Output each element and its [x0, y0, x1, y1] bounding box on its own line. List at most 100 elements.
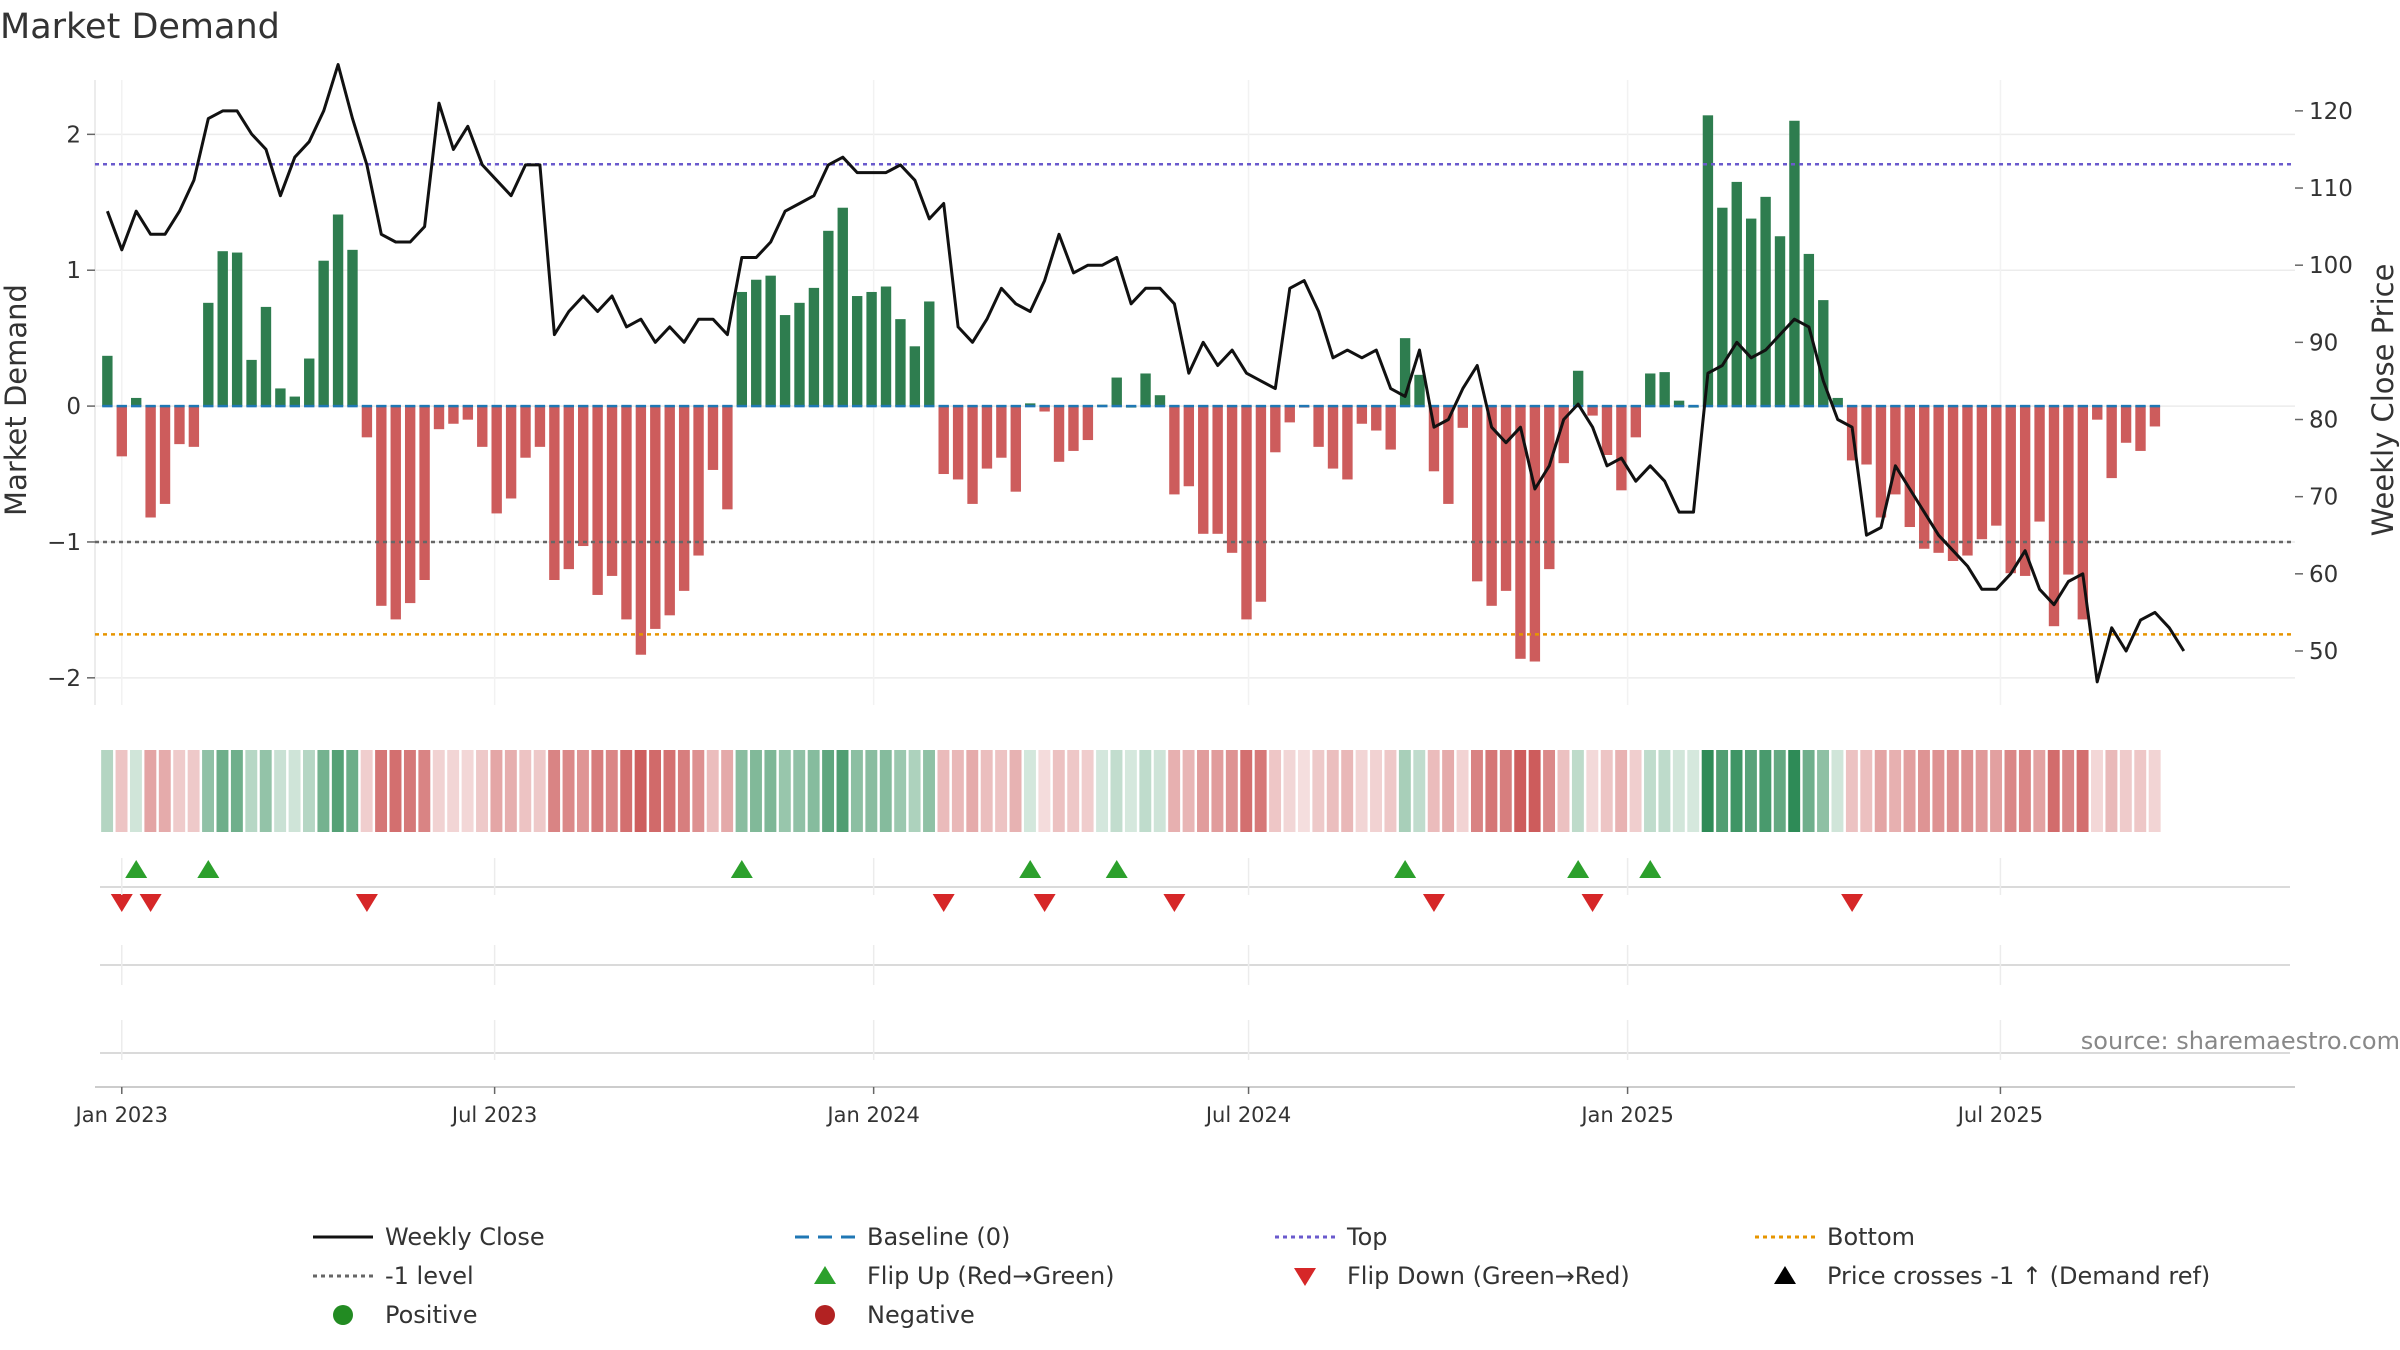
demand-bar	[1587, 406, 1598, 416]
legend-swatch-triangle-up	[814, 1266, 836, 1284]
y-axis-right-label: Weekly Close Price	[2366, 264, 2400, 537]
ribbon-cell	[1139, 750, 1152, 832]
demand-bar	[578, 406, 589, 547]
demand-bar	[751, 279, 762, 407]
demand-bar	[1601, 406, 1613, 455]
demand-bar	[1154, 395, 1166, 407]
demand-bar	[505, 406, 517, 499]
ribbon-cell	[634, 750, 647, 832]
demand-bar	[606, 406, 618, 576]
demand-bar	[1962, 406, 1973, 556]
ribbon-cell	[1096, 750, 1109, 832]
demand-bar	[2135, 406, 2146, 451]
demand-bar	[1356, 406, 1368, 424]
x-tick-label: Jan 2023	[74, 1103, 169, 1127]
demand-bar	[2149, 406, 2161, 427]
x-tick-label: Jan 2024	[825, 1103, 920, 1127]
ribbon-cell	[807, 750, 820, 832]
demand-bar	[1645, 373, 1656, 407]
legend-item: Weekly Close	[313, 1223, 545, 1251]
ribbon-cell	[1961, 750, 1974, 832]
ribbon-cell	[2047, 750, 2060, 832]
legend-swatch-circle	[815, 1305, 835, 1325]
ribbon-cell	[1658, 750, 1671, 832]
demand-bar	[866, 291, 877, 407]
ribbon-cell	[519, 750, 532, 832]
ribbon-cell	[721, 750, 734, 832]
ribbon-cell	[447, 750, 460, 832]
y-axis-left: 2 1 0 −1 −2	[47, 122, 95, 692]
legend-item: Flip Up (Red→Green)	[814, 1262, 1115, 1290]
y-tick-label-right: 90	[2309, 330, 2338, 356]
flip-down-marker	[1163, 894, 1186, 912]
ribbon-cell	[259, 750, 272, 832]
demand-bar	[1731, 181, 1742, 407]
ribbon-cell	[1918, 750, 1930, 832]
legend-item: Flip Down (Green→Red)	[1294, 1262, 1630, 1290]
demand-bar	[808, 287, 820, 407]
demand-bar	[1183, 406, 1195, 487]
ribbon-cell	[1254, 750, 1267, 832]
legend-label: Negative	[867, 1301, 975, 1329]
ribbon-cell	[1442, 750, 1455, 832]
ribbon-cell	[1427, 750, 1440, 832]
demand-bar	[837, 207, 848, 407]
ribbon-cell	[158, 750, 171, 832]
ribbon-cell	[2105, 750, 2118, 832]
ribbon-cell	[1168, 750, 1181, 832]
x-tick-label: Jul 2025	[1956, 1103, 2043, 1127]
demand-bar	[693, 406, 704, 556]
demand-bar	[419, 406, 430, 580]
ribbon-cell	[245, 750, 258, 832]
demand-bar	[2120, 406, 2132, 443]
demand-bar	[895, 319, 906, 407]
demand-bar	[203, 302, 214, 407]
demand-bar	[967, 406, 978, 504]
ribbon-cell	[1485, 750, 1498, 832]
demand-bar	[549, 406, 560, 580]
legend: Weekly Close Baseline (0) Top Bottom -1 leve…	[313, 1223, 2210, 1329]
ribbon-cell	[403, 750, 416, 832]
legend-label: Weekly Close	[385, 1223, 545, 1251]
demand-bar	[477, 406, 488, 447]
ribbon-cell	[1860, 750, 1873, 832]
ribbon-cell	[101, 750, 114, 832]
demand-bar	[1818, 300, 1829, 407]
ribbon-cell	[1874, 750, 1887, 832]
demand-bar	[448, 406, 459, 424]
y-tick-label-left: −2	[47, 666, 81, 692]
ribbon-cell	[216, 750, 229, 832]
demand-bar	[2063, 406, 2074, 575]
demand-bar	[1342, 406, 1353, 480]
y-tick-label-right: 100	[2309, 253, 2353, 279]
demand-bar	[2048, 406, 2060, 627]
y-axis-left-label: Market Demand	[0, 284, 33, 516]
x-tick-label: Jul 2024	[1204, 1103, 1291, 1127]
ribbon-cell	[1269, 750, 1282, 832]
demand-bar	[304, 358, 315, 407]
demand-bar	[563, 406, 574, 570]
ribbon-cell	[1413, 750, 1426, 832]
ribbon-cell	[1225, 750, 1238, 832]
ribbon-cell	[1197, 750, 1209, 832]
demand-bar	[1385, 406, 1396, 450]
demand-bar	[1284, 406, 1295, 423]
ribbon-cell	[1110, 750, 1123, 832]
demand-bar	[1630, 406, 1642, 438]
flip-up-marker	[197, 860, 220, 878]
ribbon-cell	[548, 750, 561, 832]
demand-bar	[1529, 406, 1541, 662]
legend-label: -1 level	[385, 1262, 474, 1290]
legend-label: Top	[1346, 1223, 1388, 1251]
ribbon-cell	[504, 750, 517, 832]
demand-bar	[1861, 406, 1872, 465]
demand-bar	[390, 406, 401, 620]
ribbon-cell	[750, 750, 762, 832]
ribbon-cell	[1557, 750, 1570, 832]
flip-up-marker	[1639, 860, 1662, 878]
ribbon-cell	[303, 750, 315, 832]
plot-area	[95, 80, 2295, 705]
ribbon-cell	[706, 750, 719, 832]
demand-bar	[664, 406, 675, 616]
ribbon-cell	[2134, 750, 2147, 832]
